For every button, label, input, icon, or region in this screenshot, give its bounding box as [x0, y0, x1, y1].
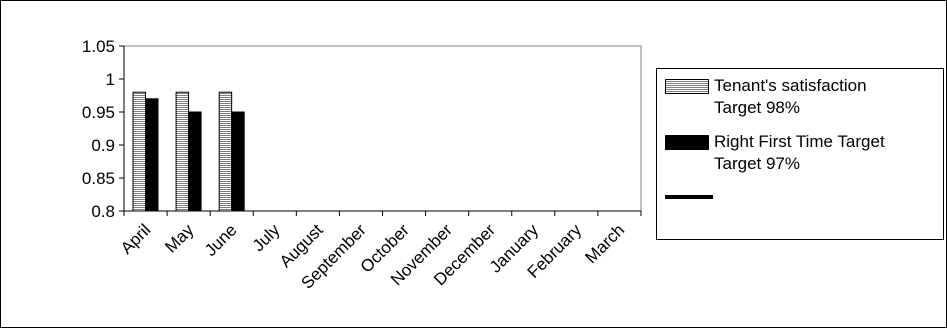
bar [145, 98, 159, 212]
bar [132, 91, 146, 212]
x-axis: April May June JulyAugustSeptemberOctoberNo… [117, 210, 642, 293]
bar [218, 91, 233, 212]
legend-line-swatch [665, 195, 713, 199]
y-axis: 0.8 0.85 0.9 0.95 1 1.05 [82, 37, 125, 221]
bars [132, 91, 245, 212]
y-tick-label: 0.8 [91, 202, 115, 221]
legend-swatch-solid [665, 135, 709, 150]
plot-area [123, 45, 642, 212]
y-tick-label: 0.85 [82, 169, 115, 188]
legend-label: Tenant's satisfaction Target 98% [714, 76, 867, 117]
y-tick-label: 1 [106, 70, 115, 89]
y-tick-label: 0.95 [82, 103, 115, 122]
x-tick-label: April [117, 220, 154, 257]
y-tick-label: 0.9 [91, 136, 115, 155]
bar [175, 91, 190, 212]
legend-label: Right First Time Target Target 97% [714, 132, 885, 173]
x-tick-label: June [201, 220, 241, 260]
legend-swatch-striped [665, 79, 709, 94]
x-tick-label: March [581, 220, 628, 267]
legend: Tenant's satisfaction Target 98% Right F… [656, 68, 944, 240]
bar [231, 111, 245, 212]
x-tick-label: May [161, 220, 197, 256]
bar [188, 111, 202, 212]
x-tick-label: July [249, 220, 284, 255]
y-tick-label: 1.05 [82, 37, 115, 56]
